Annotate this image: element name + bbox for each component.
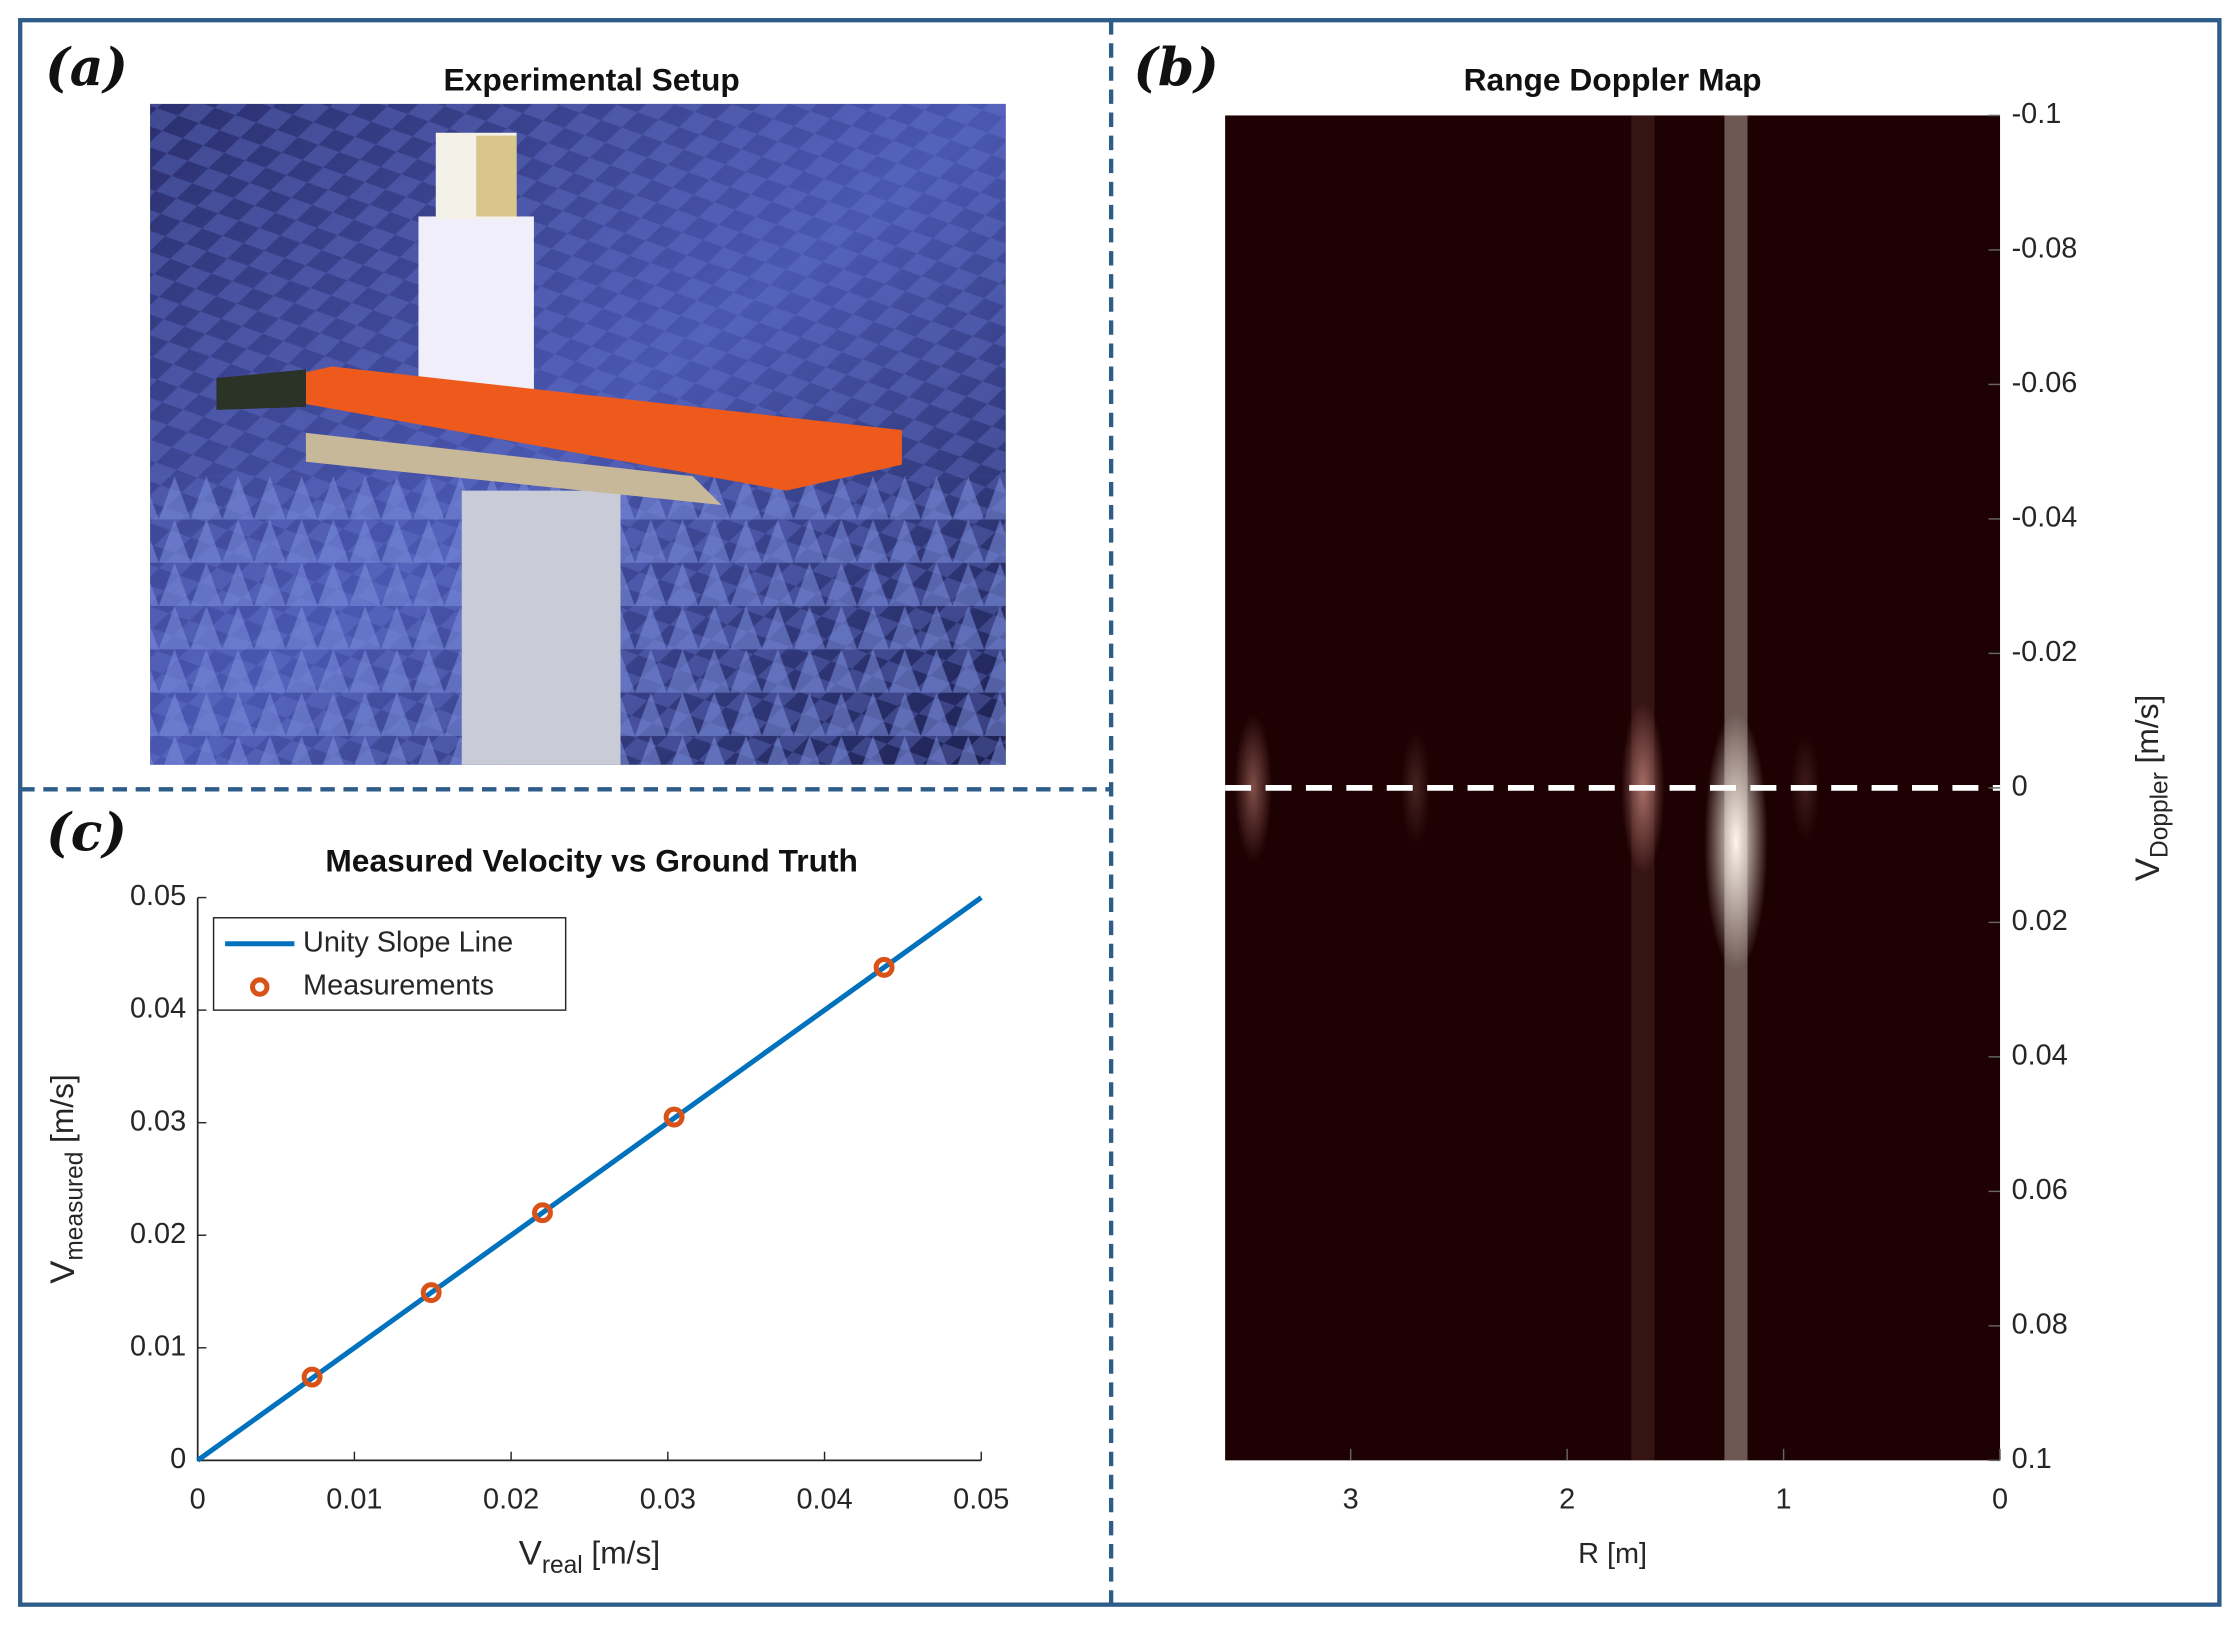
label-main: V (44, 1261, 82, 1284)
point (873, 956, 895, 978)
x-axis-label: Vreal [m/s] (519, 1535, 660, 1580)
panel-label: (a) (45, 38, 128, 99)
x-tick-label: 0 (190, 1483, 206, 1515)
y-tick-label: 0.06 (2012, 1174, 2068, 1206)
x-tick-label: 0 (1992, 1483, 2008, 1515)
x-tick-label: 0.05 (953, 1483, 1009, 1515)
outer-border (18, 18, 2222, 1607)
label-sub: real (542, 1553, 583, 1580)
point (420, 1282, 442, 1304)
y-tick-label: -0.06 (2012, 367, 2078, 399)
label-main: V (2129, 858, 2167, 881)
y-tick-label: -0.08 (2012, 233, 2078, 265)
y-axis-label: Vmeasured [m/s] (44, 1074, 89, 1284)
x-axis-label: R [m] (1578, 1538, 1647, 1570)
panel-label: (c) (46, 802, 127, 863)
x-tick-label: 3 (1343, 1483, 1359, 1515)
y-tick-label: 0 (170, 1443, 186, 1475)
y-tick-label: -0.1 (2012, 98, 2062, 130)
x-tick-label: 0.03 (640, 1483, 696, 1515)
chart-title: Measured Velocity vs Ground Truth (325, 842, 858, 878)
y-axis-label: VDoppler [m/s] (2129, 695, 2174, 881)
panel-label: (b) (1133, 38, 1218, 99)
y-tick-label: 0.02 (2012, 905, 2068, 937)
heat-spot (1401, 731, 1431, 845)
legend-label: Measurements (303, 970, 494, 1002)
y-tick-label: 0.01 (130, 1330, 186, 1362)
x-tick-label: 0.02 (483, 1483, 539, 1515)
chart-title: Range Doppler Map (1464, 62, 1762, 98)
x-tick-label: 0.01 (326, 1483, 382, 1515)
y-tick-label: -0.02 (2012, 636, 2078, 668)
y-tick-label: 0.02 (130, 1218, 186, 1250)
y-tick-label: 0.04 (2012, 1040, 2068, 1072)
label-sub: Doppler (2147, 772, 2174, 858)
y-tick-label: 0.04 (130, 993, 186, 1025)
point (663, 1106, 685, 1128)
point (532, 1202, 553, 1224)
label-sub: measured (62, 1152, 89, 1261)
legend-box (212, 917, 567, 1011)
legend-swatch (250, 977, 270, 997)
heat-spot (1704, 711, 1768, 972)
y-tick-label: 0 (2012, 771, 2028, 803)
label-unit: [m/s] (2130, 695, 2166, 764)
x-tick-label: 0.04 (796, 1483, 852, 1515)
y-tick-label: 0.08 (2012, 1308, 2068, 1340)
heat-spot (1234, 714, 1272, 862)
y-tick-label: 0.03 (130, 1105, 186, 1137)
label-main: V (519, 1535, 542, 1573)
photo (150, 103, 1006, 765)
legend-label: Unity Slope Line (303, 926, 513, 958)
x-tick-label: 1 (1776, 1483, 1792, 1515)
y-tick-label: 0.05 (130, 880, 186, 912)
label-unit: [m/s] (591, 1535, 660, 1571)
x-tick-label: 2 (1559, 1483, 1575, 1515)
point (301, 1366, 323, 1388)
label-unit: [m/s] (44, 1074, 80, 1143)
y-tick-label: -0.04 (2012, 502, 2078, 534)
line (196, 895, 983, 1463)
panel-title: Experimental Setup (444, 62, 740, 98)
y-tick-label: 0.1 (2012, 1443, 2052, 1475)
